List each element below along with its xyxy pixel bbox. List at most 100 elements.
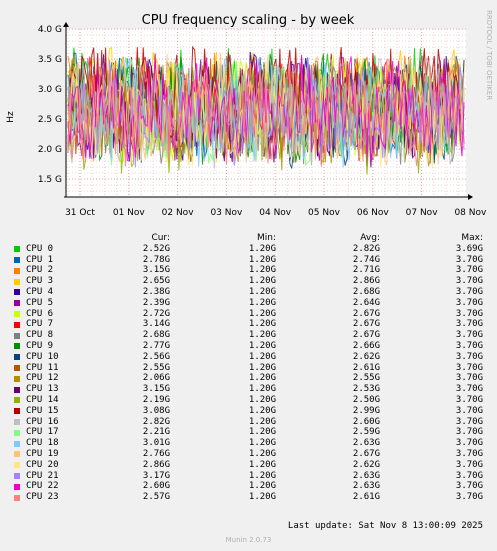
legend-swatch	[14, 289, 20, 296]
legend-swatch	[14, 300, 20, 307]
legend-min-value: 1.20G	[248, 459, 276, 470]
legend-min-value: 1.20G	[248, 492, 276, 503]
legend-series-name: CPU 9	[26, 340, 54, 351]
legend-series-name: CPU 16	[26, 416, 59, 427]
legend-row: CPU 23 2.57G 1.20G 2.61G 3.70G	[12, 492, 488, 503]
legend-avg-value: 2.68G	[352, 286, 380, 297]
legend-cur-value: 2.19G	[142, 394, 170, 405]
legend-row: CPU 1 2.78G 1.20G 2.74G 3.70G	[12, 255, 488, 266]
legend-swatch	[14, 419, 20, 426]
legend-cur-value: 2.76G	[142, 448, 170, 459]
legend-min-value: 1.20G	[248, 254, 276, 265]
y-tick-label: 4.0 G	[38, 25, 62, 35]
legend-avg-value: 2.61G	[352, 362, 380, 373]
legend-swatch	[14, 397, 20, 404]
legend-swatch	[14, 321, 20, 328]
legend-max-value: 3.70G	[455, 362, 483, 373]
legend-cur-value: 2.65G	[142, 276, 170, 287]
legend-min-value: 1.20G	[248, 362, 276, 373]
legend-avg-value: 2.71G	[352, 265, 380, 276]
legend-avg-value: 2.59G	[352, 427, 380, 438]
legend-cur-value: 2.38G	[142, 286, 170, 297]
legend-avg-value: 2.63G	[352, 481, 380, 492]
legend-swatch	[14, 332, 20, 339]
legend-min-value: 1.20G	[248, 276, 276, 287]
legend-max-value: 3.70G	[455, 276, 483, 287]
legend-max-value: 3.70G	[455, 340, 483, 351]
legend-swatch	[14, 429, 20, 436]
legend-table: Cur: Min: Avg: Max: CPU 0 2.52G 1.20G 2.82G…	[12, 233, 488, 503]
legend-avg-value: 2.55G	[352, 373, 380, 384]
legend-max-value: 3.70G	[455, 319, 483, 330]
legend-min-value: 1.20G	[248, 319, 276, 330]
legend-series-name: CPU 0	[26, 243, 54, 254]
legend-min-value: 1.20G	[248, 405, 276, 416]
legend-max-value: 3.70G	[455, 330, 483, 341]
legend-cur-value: 2.21G	[142, 427, 170, 438]
legend-swatch	[14, 375, 20, 382]
legend-max-value: 3.70G	[455, 286, 483, 297]
legend-avg-value: 2.82G	[352, 243, 380, 254]
legend-min-value: 1.20G	[248, 243, 276, 254]
legend-series-name: CPU 7	[26, 319, 54, 330]
legend-swatch	[14, 451, 20, 458]
legend-row: CPU 19 2.76G 1.20G 2.67G 3.70G	[12, 449, 488, 460]
legend-cur-value: 2.77G	[142, 340, 170, 351]
legend-row: CPU 11 2.55G 1.20G 2.61G 3.70G	[12, 363, 488, 374]
legend-min-value: 1.20G	[248, 394, 276, 405]
legend-swatch	[14, 365, 20, 372]
legend-max-value: 3.70G	[455, 384, 483, 395]
legend-rows: CPU 0 2.52G 1.20G 2.82G 3.69G CPU 1 2.78G 1.20G…	[12, 244, 488, 503]
legend-avg-value: 2.74G	[352, 254, 380, 265]
legend-series-name: CPU 1	[26, 254, 54, 265]
legend-avg-value: 2.53G	[352, 384, 380, 395]
legend-cur-value: 2.86G	[142, 459, 170, 470]
legend-cur-value: 2.60G	[142, 481, 170, 492]
y-tick-label: 2.0 G	[38, 145, 62, 155]
legend-row: CPU 20 2.86G 1.20G 2.62G 3.70G	[12, 460, 488, 471]
legend-avg-value: 2.63G	[352, 438, 380, 449]
legend-series-name: CPU 10	[26, 351, 59, 362]
series-line	[67, 59, 465, 167]
legend-row: CPU 22 2.60G 1.20G 2.63G 3.70G	[12, 481, 488, 492]
x-axis-arrow	[468, 194, 473, 200]
legend-row: CPU 21 3.17G 1.20G 2.63G 3.70G	[12, 471, 488, 482]
y-tick-label: 1.5 G	[38, 175, 62, 185]
legend-cur-value: 2.78G	[142, 254, 170, 265]
y-axis-arrow	[63, 22, 69, 27]
axes	[63, 22, 473, 200]
legend-row: CPU 2 3.15G 1.20G 2.71G 3.70G	[12, 265, 488, 276]
legend-row: CPU 13 3.15G 1.20G 2.53G 3.70G	[12, 384, 488, 395]
legend-series-name: CPU 2	[26, 265, 54, 276]
legend-row: CPU 15 3.08G 1.20G 2.99G 3.70G	[12, 406, 488, 417]
legend-swatch	[14, 483, 20, 490]
legend-cur-value: 3.15G	[142, 384, 170, 395]
col-cur-header: Cur:	[151, 233, 170, 243]
legend-min-value: 1.20G	[248, 416, 276, 427]
legend-min-value: 1.20G	[248, 351, 276, 362]
legend-max-value: 3.70G	[455, 351, 483, 362]
legend-min-value: 1.20G	[248, 427, 276, 438]
legend-series-name: CPU 23	[26, 492, 59, 503]
legend-cur-value: 2.72G	[142, 308, 170, 319]
legend-avg-value: 2.60G	[352, 416, 380, 427]
legend-series-name: CPU 21	[26, 470, 59, 481]
legend-swatch	[14, 473, 20, 480]
legend-max-value: 3.70G	[455, 459, 483, 470]
legend-header: Cur: Min: Avg: Max:	[12, 233, 488, 244]
col-avg-header: Avg:	[360, 233, 380, 243]
y-tick-label: 3.5 G	[38, 55, 62, 65]
x-tick-label: 03 Nov	[210, 208, 243, 218]
legend-row: CPU 16 2.82G 1.20G 2.60G 3.70G	[12, 417, 488, 428]
legend-row: CPU 8 2.68G 1.20G 2.67G 3.70G	[12, 330, 488, 341]
legend-row: CPU 18 3.01G 1.20G 2.63G 3.70G	[12, 438, 488, 449]
legend-avg-value: 2.62G	[352, 351, 380, 362]
legend-min-value: 1.20G	[248, 297, 276, 308]
legend-min-value: 1.20G	[248, 481, 276, 492]
legend-swatch	[14, 408, 20, 415]
legend-series-name: CPU 3	[26, 276, 54, 287]
x-tick-label: 05 Nov	[308, 208, 341, 218]
legend-max-value: 3.70G	[455, 265, 483, 276]
legend-avg-value: 2.66G	[352, 340, 380, 351]
legend-swatch	[14, 257, 20, 264]
